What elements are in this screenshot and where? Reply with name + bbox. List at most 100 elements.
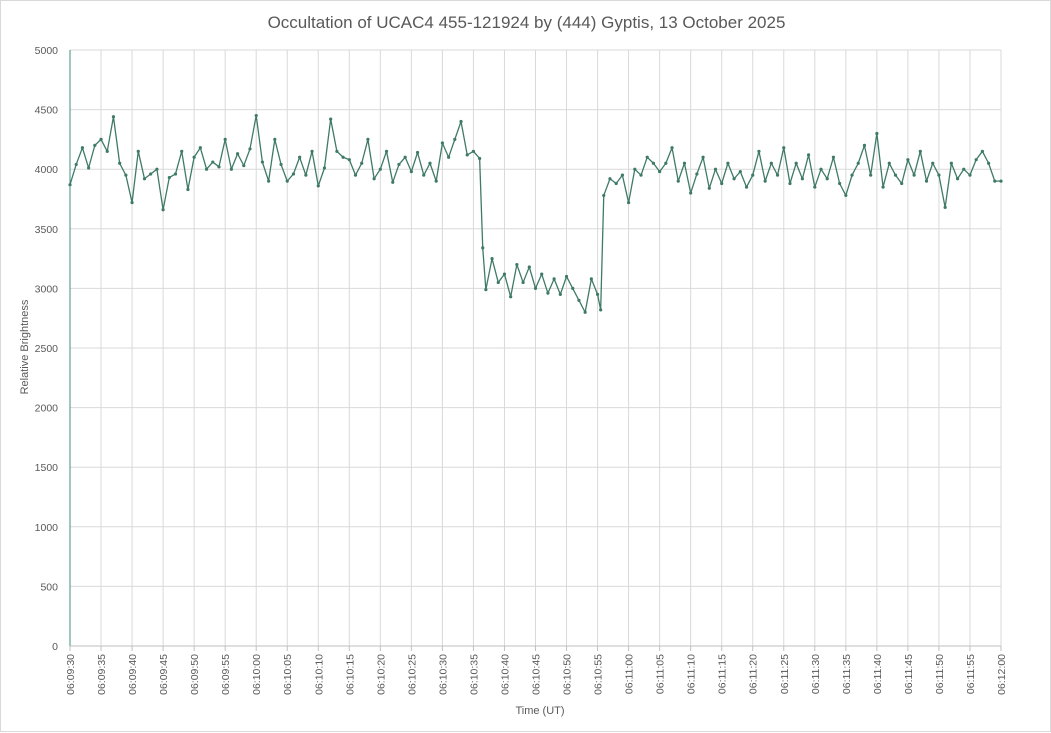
x-tick-label: 06:09:30: [65, 654, 77, 695]
data-point: [887, 161, 891, 165]
data-point: [775, 173, 780, 177]
data-point: [509, 295, 513, 299]
data-point: [850, 173, 854, 177]
data-point: [130, 200, 134, 205]
data-point: [453, 137, 457, 141]
data-point: [577, 298, 581, 302]
data-point: [751, 173, 755, 177]
x-tick-label: 06:10:00: [251, 654, 263, 695]
data-point: [999, 179, 1003, 183]
data-point: [645, 155, 649, 159]
data-point: [366, 137, 370, 141]
y-tick-label: 3000: [35, 283, 59, 295]
data-point: [924, 179, 929, 183]
data-point: [986, 161, 991, 165]
x-tick-label: 06:10:20: [375, 654, 387, 695]
data-point: [378, 167, 382, 171]
data-point: [459, 119, 463, 124]
data-point: [906, 158, 910, 162]
data-point: [186, 187, 190, 192]
data-point: [223, 137, 227, 141]
data-point: [682, 161, 687, 165]
data-point: [347, 158, 351, 162]
data-point: [279, 162, 283, 167]
data-point: [527, 265, 531, 269]
data-point: [484, 287, 488, 292]
x-tick-label: 06:10:10: [313, 654, 325, 695]
data-point: [422, 173, 426, 177]
data-point: [689, 191, 693, 195]
data-point: [571, 286, 575, 290]
data-point: [87, 166, 91, 170]
y-tick-label: 3500: [35, 224, 59, 236]
x-tick-label: 06:10:55: [593, 654, 605, 695]
data-point: [285, 179, 289, 183]
data-point: [763, 179, 767, 183]
data-point: [633, 167, 637, 171]
data-point: [124, 173, 128, 177]
data-point: [335, 149, 339, 153]
x-tick-label: 06:10:35: [468, 654, 480, 695]
data-point: [440, 141, 444, 145]
y-tick-label: 1000: [35, 522, 59, 534]
data-point: [142, 177, 147, 181]
x-tick-label: 06:11:05: [655, 654, 667, 694]
data-point: [931, 161, 935, 165]
y-tick-label: 2500: [35, 343, 59, 355]
data-point: [99, 137, 103, 141]
y-tick-label: 4000: [35, 164, 59, 176]
data-point: [515, 262, 519, 267]
data-point: [583, 310, 587, 314]
x-tick-label: 06:09:55: [220, 654, 232, 695]
data-point: [533, 286, 538, 290]
x-tick-label: 06:10:05: [282, 654, 294, 695]
data-point: [974, 158, 978, 162]
data-point: [726, 161, 730, 165]
data-point: [825, 177, 829, 181]
data-point: [428, 161, 432, 165]
data-point: [651, 161, 656, 165]
data-point: [260, 160, 265, 164]
data-point: [74, 162, 78, 167]
y-tick-label: 4500: [35, 105, 59, 117]
data-point: [105, 149, 109, 153]
y-tick-label: 2000: [35, 403, 59, 415]
data-point: [856, 161, 860, 165]
data-point: [943, 205, 947, 209]
data-point: [155, 167, 159, 171]
data-point: [602, 193, 606, 198]
data-point: [329, 117, 333, 121]
data-point: [918, 149, 922, 153]
data-point: [409, 169, 413, 174]
data-point: [614, 181, 618, 186]
data-point: [949, 161, 953, 165]
data-point: [267, 179, 271, 183]
data-point: [180, 149, 184, 153]
x-tick-label: 06:09:35: [96, 654, 108, 695]
data-point: [658, 169, 662, 174]
data-point: [298, 155, 302, 159]
data-point: [304, 173, 308, 177]
x-tick-label: 06:11:25: [779, 654, 791, 694]
x-tick-label: 06:10:50: [562, 654, 574, 695]
data-point: [372, 177, 376, 181]
x-tick-label: 06:11:45: [903, 654, 915, 694]
data-point: [757, 149, 761, 153]
data-point: [161, 208, 165, 212]
data-point: [608, 177, 612, 181]
data-point: [707, 186, 711, 190]
data-point: [93, 143, 97, 147]
data-point: [192, 155, 196, 159]
data-point: [434, 179, 438, 183]
x-tick-label: 06:12:00: [996, 654, 1008, 695]
data-point: [800, 177, 804, 181]
data-point: [564, 274, 569, 279]
x-tick-label: 06:11:35: [841, 654, 853, 694]
data-point: [471, 149, 476, 153]
data-point: [713, 167, 718, 171]
data-point: [521, 280, 525, 285]
data-point: [397, 162, 401, 167]
x-tick-label: 06:10:15: [344, 654, 356, 695]
